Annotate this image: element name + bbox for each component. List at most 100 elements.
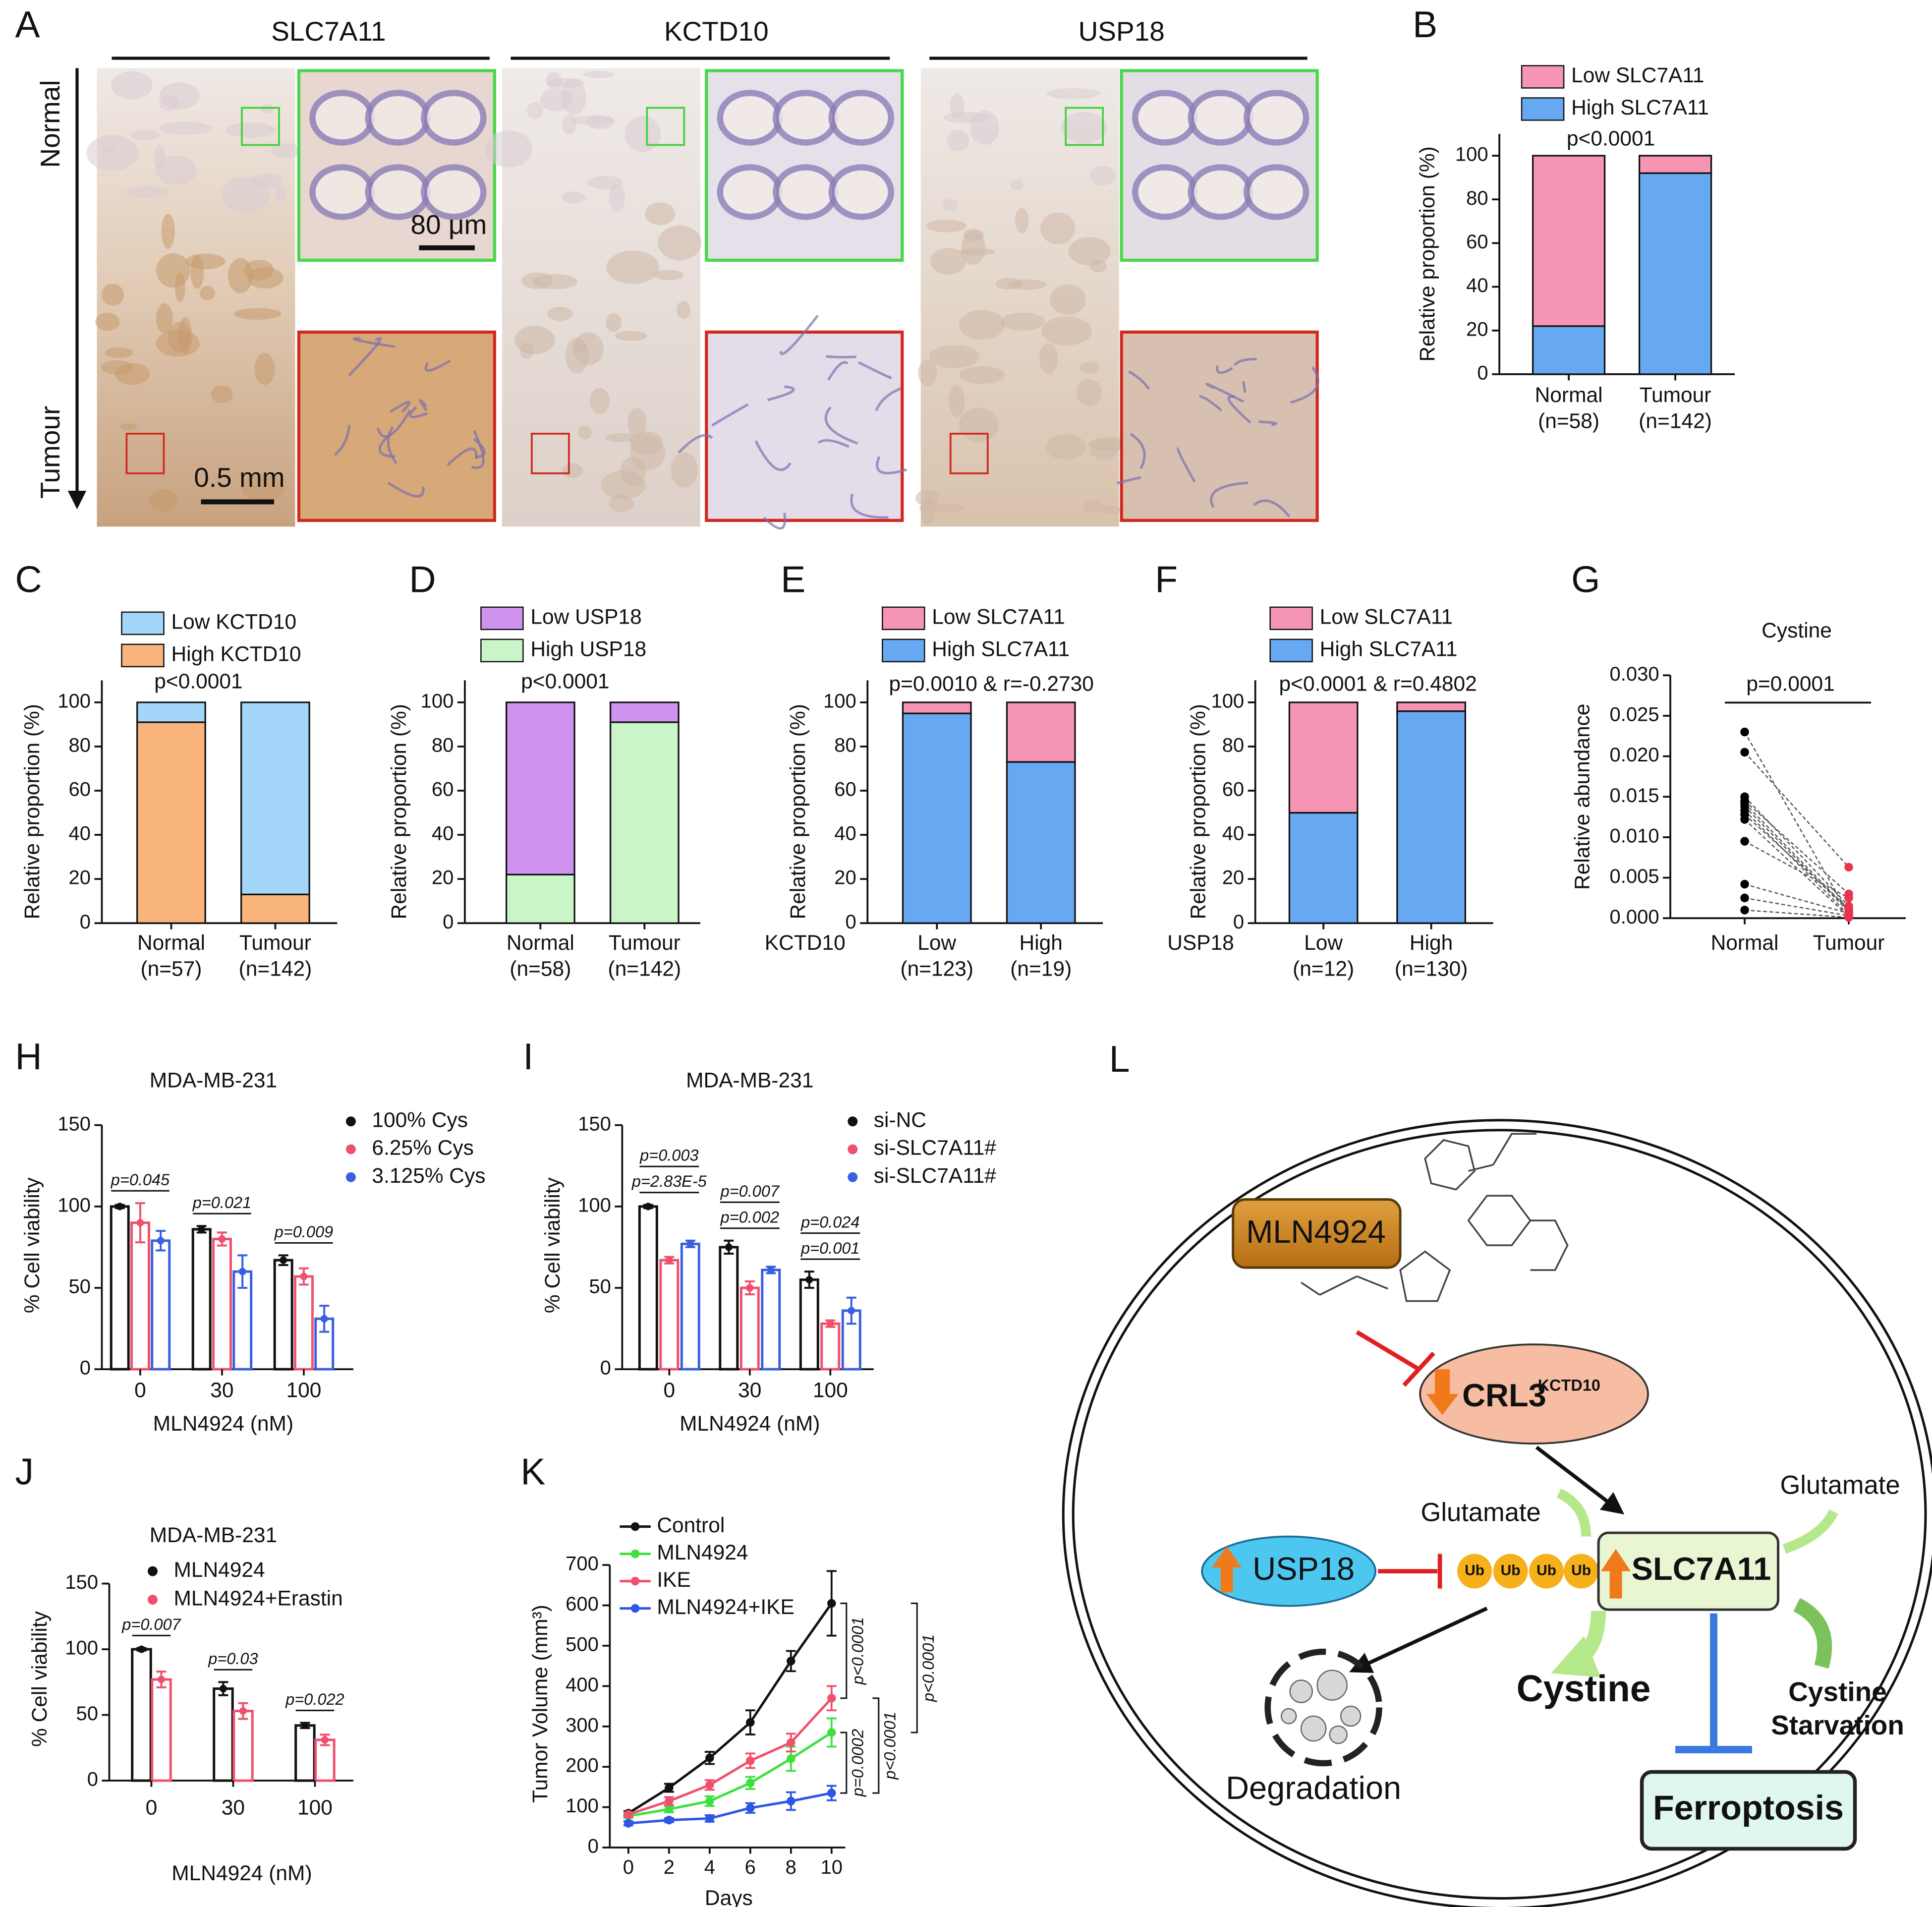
bar-segment bbox=[136, 701, 206, 723]
y-tick-label: 80 bbox=[432, 735, 454, 756]
bar-segment bbox=[609, 721, 680, 924]
panel-label: K bbox=[520, 1450, 545, 1492]
stroma bbox=[1290, 366, 1319, 404]
legend-label: High KCTD10 bbox=[171, 643, 301, 666]
panel-label: C bbox=[15, 559, 42, 600]
tissue-texture bbox=[233, 308, 282, 320]
y-tick-label: 0 bbox=[1477, 362, 1488, 384]
y-tick-label: 100 bbox=[57, 1194, 91, 1216]
gland bbox=[1132, 164, 1198, 220]
legend-label: 3.125% Cys bbox=[372, 1164, 485, 1188]
tissue-texture bbox=[103, 145, 117, 154]
legend-label: 6.25% Cys bbox=[372, 1137, 473, 1160]
tissue-texture bbox=[959, 366, 1005, 384]
y-tick-label: 150 bbox=[578, 1113, 611, 1135]
bar bbox=[213, 1687, 234, 1782]
bar bbox=[130, 1221, 150, 1371]
y-tick-label: 0.030 bbox=[1610, 663, 1659, 685]
stroma bbox=[857, 361, 892, 379]
x-tick-label: 30 bbox=[738, 1379, 761, 1402]
tissue-texture bbox=[627, 407, 647, 437]
annotation: p=0.001 bbox=[800, 1239, 859, 1257]
pair-line bbox=[1744, 732, 1850, 915]
annotation: p=0.03 bbox=[208, 1650, 258, 1668]
stroma bbox=[779, 315, 819, 355]
legend-marker bbox=[630, 1604, 640, 1613]
y-tick-label: 60 bbox=[1222, 779, 1244, 801]
point bbox=[665, 1783, 674, 1792]
bar-segment bbox=[1396, 701, 1466, 712]
tissue-texture bbox=[1068, 237, 1111, 266]
legend-marker bbox=[345, 1172, 356, 1182]
annotation: p<0.0001 bbox=[919, 1634, 937, 1702]
tissue-texture bbox=[101, 284, 124, 306]
gland bbox=[828, 164, 895, 220]
legend-marker bbox=[630, 1549, 640, 1559]
glutamate-label: Glutamate bbox=[1780, 1470, 1900, 1500]
roi-normal bbox=[646, 107, 685, 146]
gland bbox=[1132, 90, 1198, 146]
legend-label: si-SLC7A11# bbox=[874, 1137, 997, 1160]
tissue-texture bbox=[247, 267, 284, 289]
bar bbox=[294, 1724, 316, 1782]
series-line bbox=[627, 1602, 833, 1814]
annotation: p=0.0001 bbox=[1746, 673, 1834, 696]
bar bbox=[151, 1239, 171, 1371]
y-tick-label: 0.010 bbox=[1610, 825, 1659, 847]
legend-label: IKE bbox=[657, 1568, 690, 1592]
legend-marker bbox=[848, 1172, 858, 1182]
stroma bbox=[824, 406, 858, 445]
y-tick-label: 20 bbox=[1222, 867, 1244, 889]
roi-tumour bbox=[530, 433, 570, 474]
point bbox=[746, 1756, 755, 1765]
y-tick-label: 200 bbox=[566, 1755, 599, 1777]
bar-segment bbox=[240, 893, 310, 924]
legend-label: High SLC7A11 bbox=[1320, 638, 1458, 661]
column-header: KCTD10 bbox=[664, 16, 769, 47]
legend-swatch bbox=[480, 638, 524, 663]
tissue-texture bbox=[583, 70, 614, 78]
tissue-texture bbox=[1089, 166, 1116, 186]
bar-segment bbox=[1288, 811, 1359, 924]
x-tick-label: 6 bbox=[745, 1856, 756, 1878]
transport-arrow bbox=[1556, 1489, 1591, 1537]
tissue-texture bbox=[114, 363, 150, 385]
y-tick-label: 300 bbox=[566, 1714, 599, 1736]
annotation: p=0.003 bbox=[639, 1147, 698, 1164]
gland bbox=[1188, 164, 1253, 220]
stroma bbox=[827, 361, 849, 381]
pair-line bbox=[1744, 806, 1849, 913]
pair-line bbox=[1744, 841, 1849, 899]
tissue-texture bbox=[949, 385, 965, 417]
y-tick-label: 0 bbox=[588, 1836, 599, 1857]
bar bbox=[232, 1710, 254, 1782]
stroma bbox=[850, 493, 889, 519]
bar bbox=[799, 1278, 819, 1371]
inset-tumour bbox=[297, 330, 496, 522]
pair-line bbox=[1744, 751, 1849, 868]
stroma bbox=[1253, 499, 1291, 518]
x-axis-label: Days bbox=[705, 1887, 753, 1907]
arrow bbox=[1349, 1607, 1488, 1673]
ubiquitin bbox=[1457, 1554, 1492, 1589]
x-tick-sublabel: (n=19) bbox=[1010, 957, 1072, 981]
tissue-texture bbox=[671, 452, 698, 488]
x-tick-label: Normal bbox=[1535, 384, 1603, 407]
point bbox=[1740, 837, 1749, 846]
stroma bbox=[678, 434, 713, 454]
y-tick-label: 40 bbox=[68, 823, 90, 845]
legend-label: MLN4924+IKE bbox=[657, 1596, 795, 1619]
tissue-texture bbox=[95, 312, 120, 331]
crl3-node bbox=[1419, 1343, 1649, 1445]
y-tick-label: 50 bbox=[76, 1703, 98, 1725]
bar bbox=[761, 1269, 781, 1371]
fragment bbox=[1289, 1679, 1313, 1703]
tissue-texture bbox=[654, 270, 684, 280]
y-axis-label: Relative proportion (%) bbox=[787, 704, 810, 919]
y-tick-label: 400 bbox=[566, 1674, 599, 1696]
tissue-texture bbox=[609, 183, 625, 212]
bar bbox=[131, 1648, 152, 1782]
series-line bbox=[628, 1791, 832, 1825]
y-tick-label: 600 bbox=[566, 1593, 599, 1615]
x-axis-label: MLN4924 (nM) bbox=[171, 1862, 312, 1885]
